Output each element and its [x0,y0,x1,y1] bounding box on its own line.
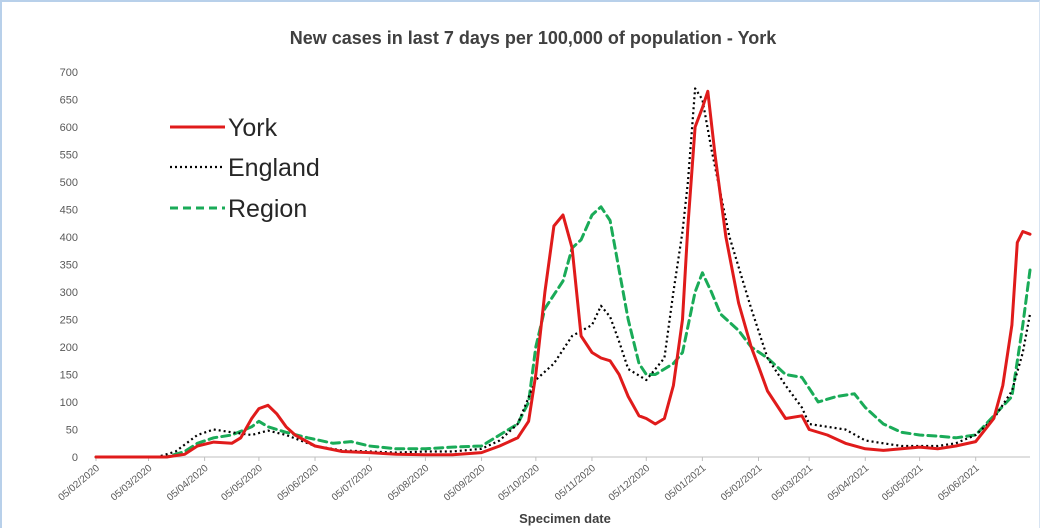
y-tick-label: 100 [60,397,78,409]
y-tick-label: 700 [60,67,78,79]
x-tick-label: 05/04/2021 [826,463,872,504]
x-tick-label: 05/05/2020 [219,463,265,504]
y-tick-label: 150 [60,370,78,382]
x-tick-label: 05/04/2020 [165,463,211,504]
x-tick-label: 05/03/2020 [109,463,155,504]
x-tick-label: 05/03/2021 [770,463,816,504]
y-tick-label: 300 [60,287,78,299]
y-tick-label: 550 [60,150,78,162]
x-tick-label: 05/06/2021 [936,463,982,504]
y-tick-label: 600 [60,122,78,134]
y-tick-label: 350 [60,260,78,272]
x-tick-label: 05/11/2020 [553,463,598,503]
y-tick-label: 250 [60,315,78,327]
chart-title: New cases in last 7 days per 100,000 of … [290,28,778,48]
y-tick-label: 0 [72,452,78,464]
y-tick-label: 450 [60,205,78,217]
y-axis-ticks: 0 50 100 150 200 250 300 350 400 450 500 550 600 650 7… [60,67,78,464]
series-line-england [96,87,1032,459]
x-tick-label: 05/05/2021 [880,463,926,504]
x-axis-label: Specimen date [519,511,611,526]
x-tick-label: 05/06/2020 [276,463,322,504]
series-lines [94,87,1032,459]
series-line-region [94,205,1032,459]
x-tick-label: 05/07/2020 [330,463,376,504]
x-tick-label: 05/09/2020 [442,463,488,504]
y-tick-label: 500 [60,177,78,189]
legend-label-england: England [228,154,320,182]
y-tick-label: 200 [60,342,78,354]
legend-label-region: Region [228,195,307,223]
legend-label-york: York [228,114,278,142]
y-tick-label: 50 [66,425,78,437]
x-tick-label: 05/02/2020 [57,463,103,504]
y-tick-label: 400 [60,232,78,244]
y-tick-label: 650 [60,95,78,107]
legend: York England Region [170,114,320,223]
x-axis-ticks: 05/02/2020 05/03/2020 05/04/2020 05/05/2020… [57,457,982,503]
x-tick-label: 05/01/2021 [663,463,709,504]
x-tick-label: 05/08/2020 [386,463,432,504]
series-line-york [94,89,1032,459]
x-tick-label: 05/12/2020 [607,463,653,504]
x-tick-label: 05/02/2021 [719,463,765,504]
x-tick-label: 05/10/2020 [496,463,542,504]
